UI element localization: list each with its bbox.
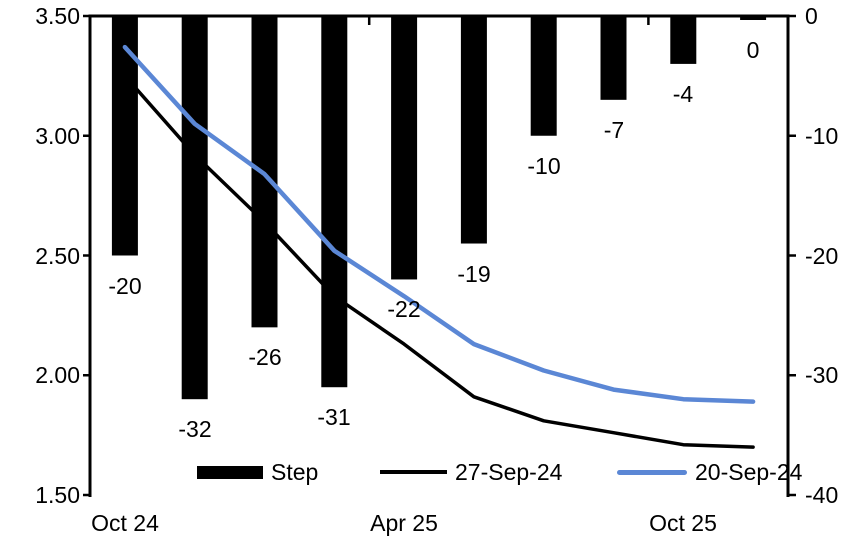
step-bar-label: -7: [603, 117, 625, 143]
step-bar-4: [391, 16, 418, 280]
y-right-tick-label: -30: [805, 362, 839, 388]
y-left-tick-label: 2.50: [35, 243, 80, 269]
step-bar-3: [321, 16, 348, 388]
x-tick-label: Apr 25: [370, 510, 438, 536]
step-bar-label: -31: [317, 404, 351, 430]
y-right-tick-label: -40: [805, 482, 839, 508]
step-bar-swatch: [197, 465, 263, 479]
y-right-tick-label: 0: [805, 3, 818, 29]
y-left-tick-label: 1.50: [35, 482, 80, 508]
legend-label-27-sep-24: 27-Sep-24: [455, 458, 563, 485]
step-bar-label: -32: [178, 416, 212, 442]
x-tick-label: Oct 24: [91, 510, 159, 536]
step-bar-label: -26: [248, 344, 282, 370]
y-right-tick-label: -10: [805, 123, 839, 149]
line-27-sep-24-swatch: [380, 470, 447, 474]
step-bar-0: [111, 16, 138, 256]
legend-item-27-sep-24: 27-Sep-24: [380, 459, 562, 485]
step-bar-9: [740, 16, 767, 20]
y-left-tick-label: 3.00: [35, 123, 80, 149]
legend-label-step: Step: [271, 458, 319, 485]
step-bar-label: 0: [746, 37, 760, 63]
y-right-tick-label: -20: [805, 243, 839, 269]
line-20-sep-24: [122, 44, 756, 404]
line-27-sep-24: [123, 74, 755, 449]
step-bar-label: -19: [457, 261, 491, 287]
legend-item-step: Step: [197, 459, 318, 485]
step-bar-5: [460, 16, 487, 244]
step-bar-label: -4: [672, 81, 694, 107]
legend-label-20-sep-24: 20-Sep-24: [695, 458, 803, 485]
x-tick-label: Oct 25: [649, 510, 717, 536]
step-bar-1: [181, 16, 208, 400]
line-20-sep-24-swatch: [617, 469, 687, 475]
y-left-tick-label: 2.00: [35, 362, 80, 388]
y-left-tick-label: 3.50: [35, 3, 80, 29]
step-bar-label: -22: [387, 296, 421, 322]
step-bar-7: [600, 16, 627, 100]
step-bar-label: -20: [108, 273, 142, 299]
legend-item-20-sep-24: 20-Sep-24: [617, 459, 802, 485]
step-bar-label: -10: [527, 153, 561, 179]
step-bar-6: [530, 16, 557, 136]
step-bar-8: [670, 16, 697, 64]
